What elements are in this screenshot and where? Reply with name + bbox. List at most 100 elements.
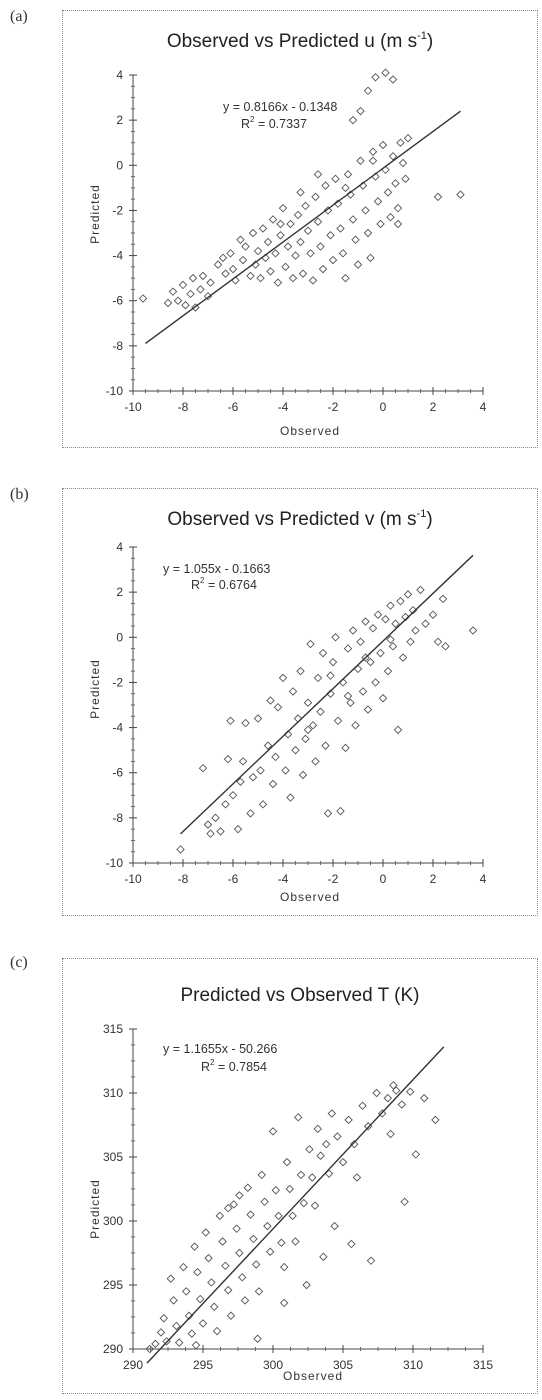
- data-point: [151, 1339, 160, 1349]
- x-tick-label: -10: [124, 400, 142, 414]
- data-point: [226, 1311, 236, 1320]
- data-point: [307, 1173, 317, 1182]
- data-point: [236, 235, 245, 245]
- data-point: [228, 791, 238, 800]
- data-point: [376, 648, 385, 658]
- data-point: [411, 626, 420, 635]
- data-point: [397, 1100, 407, 1109]
- data-point: [366, 253, 375, 263]
- data-point: [253, 246, 263, 256]
- y-tick-label: 295: [103, 1278, 123, 1292]
- data-point: [305, 1145, 314, 1154]
- data-point: [246, 809, 255, 818]
- data-point: [408, 605, 418, 615]
- data-point: [277, 1238, 286, 1247]
- data-point: [296, 237, 305, 247]
- data-point: [286, 219, 295, 229]
- data-point: [302, 1280, 311, 1290]
- data-point: [378, 693, 388, 703]
- data-point: [223, 1203, 233, 1213]
- data-point: [207, 1278, 216, 1287]
- data-point: [348, 626, 358, 635]
- x-tick-label: 2: [430, 400, 437, 414]
- data-point: [198, 1319, 208, 1328]
- data-point: [181, 300, 190, 310]
- data-point: [206, 278, 215, 287]
- data-point: [218, 1237, 227, 1246]
- data-point: [282, 1157, 292, 1167]
- data-point: [186, 289, 195, 299]
- data-point: [303, 226, 313, 235]
- data-point: [313, 1124, 323, 1134]
- chart-title: Predicted vs Observed T (K): [180, 985, 419, 1006]
- y-tick-label: -2: [112, 675, 123, 689]
- data-point: [273, 703, 283, 712]
- data-point: [333, 1132, 342, 1141]
- panel-letter-c: (c): [10, 954, 28, 971]
- data-point: [383, 1093, 393, 1103]
- data-point: [271, 1186, 281, 1195]
- data-point: [378, 140, 388, 150]
- data-point: [386, 1129, 395, 1139]
- data-point: [236, 777, 245, 786]
- data-point: [223, 1285, 233, 1295]
- data-point: [221, 800, 230, 809]
- data-point: [344, 1115, 353, 1125]
- data-point: [201, 1228, 211, 1237]
- data-point: [308, 276, 318, 285]
- y-tick-label: 0: [116, 158, 123, 172]
- data-point: [263, 237, 273, 247]
- data-point: [326, 671, 335, 680]
- data-point: [168, 287, 178, 296]
- data-point: [303, 725, 313, 735]
- data-point: [266, 267, 275, 276]
- data-point: [195, 1294, 205, 1304]
- data-point: [398, 158, 408, 168]
- data-point: [283, 242, 293, 251]
- data-point: [428, 610, 438, 619]
- data-point: [211, 813, 220, 823]
- data-point: [433, 192, 443, 202]
- y-tick-label: 315: [103, 1022, 123, 1036]
- data-point: [166, 1274, 176, 1283]
- data-point: [349, 1139, 359, 1149]
- data-point: [187, 1329, 197, 1338]
- chart-t-svg: Predicted vs Observed T (K) y = 1.1655x …: [88, 985, 493, 1383]
- y-tick-label: 2: [116, 113, 123, 127]
- data-point: [138, 294, 148, 303]
- data-point: [368, 156, 378, 166]
- data-point: [347, 1239, 356, 1249]
- r-squared-label: R2 = 0.6764: [191, 576, 257, 592]
- data-point: [206, 829, 215, 838]
- x-tick-label: -2: [328, 872, 339, 886]
- data-point: [321, 1139, 331, 1149]
- data-point: [388, 75, 398, 84]
- y-tick-label: -4: [112, 721, 123, 735]
- data-point: [318, 264, 328, 274]
- data-point: [388, 642, 398, 651]
- data-point: [331, 174, 340, 184]
- y-axis-label: Predicted: [88, 184, 102, 244]
- data-point: [159, 1314, 169, 1323]
- data-point: [279, 1298, 289, 1308]
- x-tick-label: 2: [430, 872, 437, 886]
- plot-area: -10 -8 -6 -4 -2 0 2 4 -10 -8 -6 -4 -2 0 2 4: [106, 540, 487, 886]
- y-axis-label: Predicted: [88, 1179, 102, 1239]
- data-point: [235, 1248, 244, 1258]
- data-point: [257, 1170, 267, 1180]
- data-point: [376, 219, 385, 229]
- y-tick-label: -4: [112, 249, 123, 263]
- data-point: [403, 133, 413, 143]
- data-point: [356, 637, 365, 647]
- data-point: [419, 1093, 429, 1103]
- data-point: [198, 271, 208, 281]
- data-point: [401, 174, 410, 184]
- trend-equation: y = 1.055x - 0.1663: [163, 562, 270, 576]
- data-point: [179, 1262, 188, 1272]
- data-point: [298, 770, 308, 780]
- data-point: [353, 260, 363, 269]
- data-point: [174, 1338, 184, 1347]
- data-point: [356, 156, 365, 166]
- data-point: [281, 766, 290, 775]
- data-point: [368, 147, 378, 156]
